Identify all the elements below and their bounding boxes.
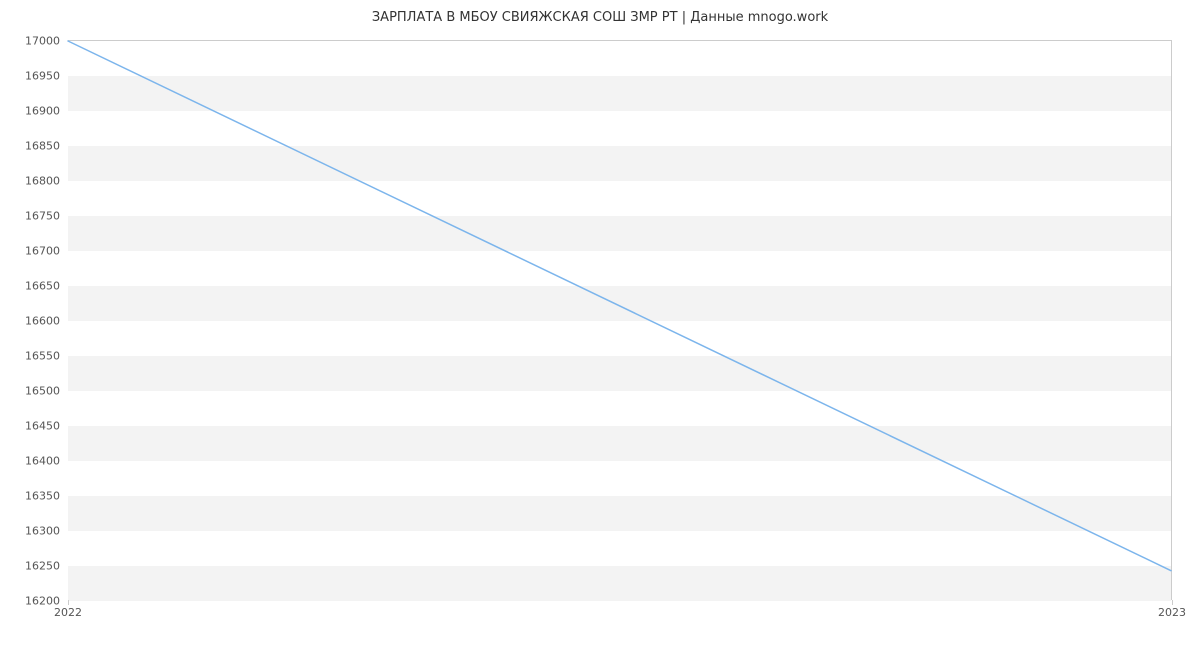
y-tick-label: 16300 — [25, 525, 60, 538]
y-tick-label: 16800 — [25, 175, 60, 188]
y-tick-label: 16600 — [25, 315, 60, 328]
y-tick-label: 16950 — [25, 70, 60, 83]
y-tick-label: 16650 — [25, 280, 60, 293]
x-tick-mark — [1172, 600, 1173, 605]
line-series-layer — [68, 41, 1171, 600]
x-tick-mark — [68, 600, 69, 605]
plot-area: 1620016250163001635016400164501650016550… — [68, 40, 1172, 600]
data-line — [68, 41, 1171, 571]
y-tick-label: 16850 — [25, 140, 60, 153]
y-tick-label: 16450 — [25, 420, 60, 433]
y-tick-label: 16700 — [25, 245, 60, 258]
x-tick-label: 2023 — [1158, 606, 1186, 619]
y-tick-label: 16750 — [25, 210, 60, 223]
y-tick-label: 16500 — [25, 385, 60, 398]
y-tick-label: 16400 — [25, 455, 60, 468]
y-tick-label: 16250 — [25, 560, 60, 573]
x-tick-label: 2022 — [54, 606, 82, 619]
y-tick-label: 16350 — [25, 490, 60, 503]
y-tick-label: 17000 — [25, 35, 60, 48]
y-tick-label: 16900 — [25, 105, 60, 118]
chart-title: ЗАРПЛАТА В МБОУ СВИЯЖСКАЯ СОШ ЗМР РТ | Д… — [0, 10, 1200, 25]
y-tick-label: 16550 — [25, 350, 60, 363]
